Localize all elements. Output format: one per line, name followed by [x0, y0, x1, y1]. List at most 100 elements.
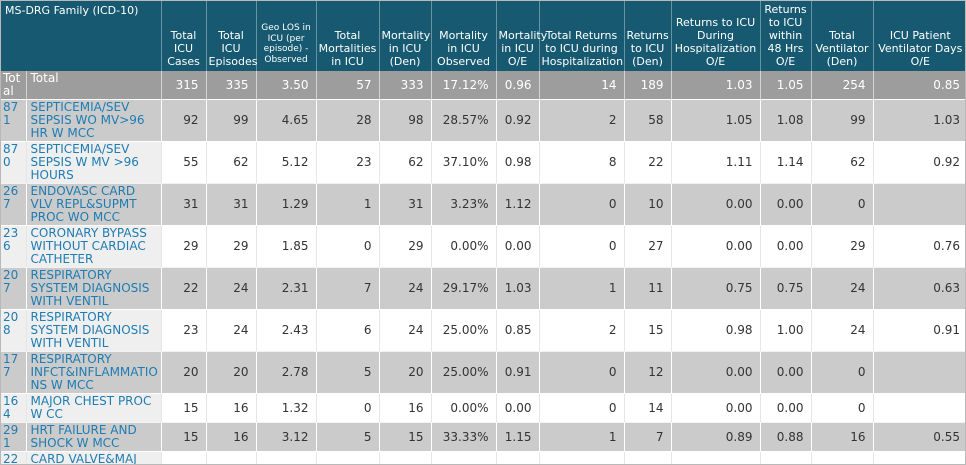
drg-name-cell[interactable]: SEPTICEMIA/SEV SEPSIS WO MV>96 HR W MCC: [26, 99, 162, 142]
metric-cell: 20: [206, 351, 257, 394]
drg-code-cell[interactable]: 871: [1, 99, 27, 142]
drg-name-cell[interactable]: CARD VALVE&MAJ PROC WO CARD CATH W CC: [26, 451, 162, 464]
metric-cell: 0.63: [873, 267, 965, 310]
column-header-ms-drg-family: MS-DRG Family (ICD-10): [1, 1, 162, 71]
metric-cell: 0.92: [496, 99, 540, 142]
table-row: 291 HRT FAILURE AND SHOCK W MCC 15 16 3.12 5 1…: [1, 422, 965, 452]
metric-cell: 0.96: [496, 71, 540, 100]
metric-cell: 0: [539, 393, 625, 423]
drg-name-cell[interactable]: RESPIRATORY INFCT&INFLAMMATIONS W MCC: [26, 351, 162, 394]
table-row: 220CARD VALVE&MAJ PROC WO CARD CATH W CC…: [1, 451, 965, 464]
drg-code-cell[interactable]: 207: [1, 267, 27, 310]
metric-cell: 1.03: [671, 71, 761, 100]
metric-cell: 31: [206, 183, 257, 226]
metric-cell: 1.14: [760, 141, 812, 184]
metric-cell: 29: [811, 225, 874, 268]
drg-code-cell[interactable]: 177: [1, 351, 27, 394]
metric-cell: 0.85: [496, 309, 540, 352]
metric-cell: 1.56: [256, 451, 317, 464]
drg-name-cell[interactable]: CORONARY BYPASS WITHOUT CARDIAC CATHETER: [26, 225, 162, 268]
metric-cell: 24: [206, 309, 257, 352]
metric-cell: 0: [316, 393, 380, 423]
metric-cell: 0.98: [671, 309, 761, 352]
metric-cell: 24: [379, 309, 432, 352]
drg-code-cell[interactable]: 208: [1, 309, 27, 352]
metric-cell: 23: [316, 141, 380, 184]
metric-cell: 55: [161, 141, 207, 184]
metric-cell: 33.33%: [431, 422, 497, 452]
metric-cell: [873, 393, 965, 423]
drg-code-cell[interactable]: 870: [1, 141, 27, 184]
metric-cell: 1.32: [256, 393, 317, 423]
metric-cell: 5.12: [256, 141, 317, 184]
drg-name-cell[interactable]: RESPIRATORY SYSTEM DIAGNOSIS WITH VENTIL: [26, 267, 162, 310]
column-header-total-ventilator: Total Ventilator (Den): [811, 1, 874, 71]
drg-name-cell[interactable]: MAJOR CHEST PROC W CC: [26, 393, 162, 423]
drg-code-cell[interactable]: 236: [1, 225, 27, 268]
column-header-mortality-den: Mortality in ICU (Den): [379, 1, 432, 71]
column-header-returns-hospitalization-oe: Returns to ICU During Hospitalization O/…: [671, 1, 761, 71]
metric-cell: 0.91: [496, 351, 540, 394]
metric-cell: 0.00: [496, 451, 540, 464]
drg-code-cell: Total: [1, 71, 27, 100]
table-row: 164 MAJOR CHEST PROC W CC 15 16 1.32 0 16 0.00%…: [1, 393, 965, 423]
metric-cell: 37.10%: [431, 141, 497, 184]
drg-name-cell[interactable]: RESPIRATORY SYSTEM DIAGNOSIS WITH VENTIL: [26, 309, 162, 352]
column-header-geo-los: Geo LOS in ICU (per episode) - Observed: [256, 1, 317, 71]
metric-cell: 0.00: [760, 183, 812, 226]
metric-cell: 14: [206, 451, 257, 464]
metric-cell: 0.00: [496, 225, 540, 268]
metric-cell: 22: [624, 141, 672, 184]
metric-cell: 17.12%: [431, 71, 497, 100]
drg-code-cell[interactable]: 220: [1, 451, 27, 464]
metric-cell: 28: [316, 99, 380, 142]
column-header-total-mortalities: Total Mortalities in ICU: [316, 1, 380, 71]
column-header-returns-den: Returns to ICU (Den): [624, 1, 672, 71]
metric-cell: 15: [161, 393, 207, 423]
metric-cell: 16: [206, 393, 257, 423]
table-row: 208 RESPIRATORY SYSTEM DIAGNOSIS WITH VEN…: [1, 309, 965, 352]
metric-cell: 0: [811, 351, 874, 394]
metric-cell: 13: [624, 451, 672, 464]
column-header-ventilator-days-oe: ICU Patient Ventilator Days O/E: [873, 1, 965, 71]
metric-cell: 0.89: [671, 422, 761, 452]
metric-cell: [873, 351, 965, 394]
metric-cell: 0.91: [873, 309, 965, 352]
drg-code-cell[interactable]: 164: [1, 393, 27, 423]
metric-cell: 58: [624, 99, 672, 142]
metric-cell: 2: [539, 309, 625, 352]
metric-cell: 1.03: [496, 267, 540, 310]
metric-cell: 0: [316, 225, 380, 268]
drg-name-cell[interactable]: HRT FAILURE AND SHOCK W MCC: [26, 422, 162, 452]
metric-cell: 14: [624, 393, 672, 423]
metric-cell: 1.29: [256, 183, 317, 226]
drg-code-cell[interactable]: 267: [1, 183, 27, 226]
metric-cell: 0: [316, 451, 380, 464]
drg-code-cell[interactable]: 291: [1, 422, 27, 452]
metric-cell: 0.55: [873, 422, 965, 452]
table-row: 871 SEPTICEMIA/SEV SEPSIS WO MV>96 HR W M…: [1, 99, 965, 142]
drg-name-cell[interactable]: SEPTICEMIA/SEV SEPSIS W MV >96 HOURS: [26, 141, 162, 184]
metric-cell: 11: [624, 267, 672, 310]
metric-cell: 1.85: [256, 225, 317, 268]
metric-cell: 2.78: [256, 351, 317, 394]
metric-cell: 62: [206, 141, 257, 184]
metric-cell: 7: [624, 422, 672, 452]
metric-cell: 99: [206, 99, 257, 142]
column-header-mortality-oe: Mortality in ICU O/E: [496, 1, 547, 71]
metric-cell: 29: [161, 225, 207, 268]
drg-name-cell[interactable]: ENDOVASC CARD VLV REPL&SUPMT PROC WO MCC: [26, 183, 162, 226]
metric-cell: 16: [206, 422, 257, 452]
metric-cell: 0.00%: [431, 393, 497, 423]
table-row: 267 ENDOVASC CARD VLV REPL&SUPMT PROC WO …: [1, 183, 965, 226]
metric-cell: 62: [811, 141, 874, 184]
metric-cell: [873, 451, 965, 464]
metric-cell: 12: [624, 351, 672, 394]
metric-cell: 28.57%: [431, 99, 497, 142]
metric-cell: 7: [316, 267, 380, 310]
metric-cell: 99: [811, 99, 874, 142]
column-header-mortality-observed: Mortality in ICU Observed: [431, 1, 497, 71]
metric-cell: 0.00: [671, 225, 761, 268]
